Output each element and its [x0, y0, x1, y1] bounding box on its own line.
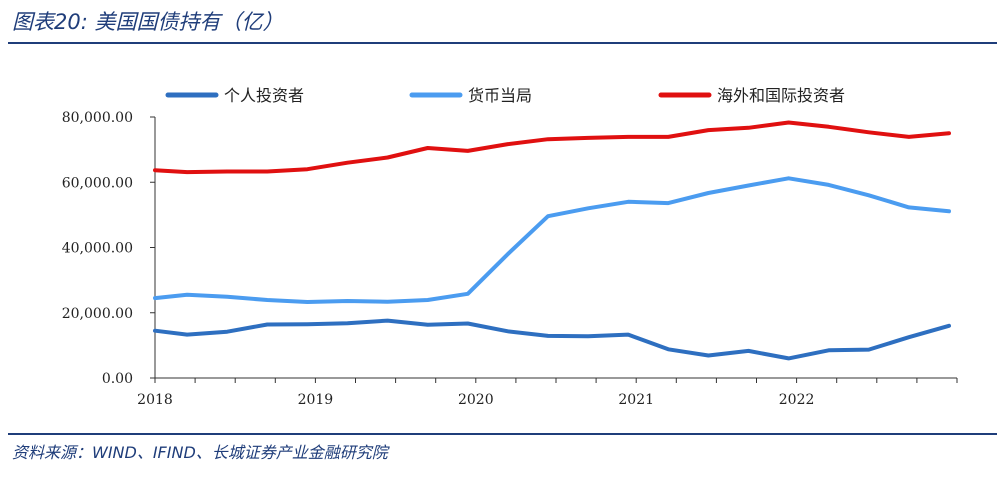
chart-axes: 0.00 20,000.00 40,000.00 60,000.00 80,000.00…	[62, 110, 958, 408]
series-layer	[153, 120, 951, 361]
y-tick-label: 40,000.00	[62, 241, 133, 257]
y-tick-label: 0.00	[102, 371, 133, 387]
x-tick-label: 2018	[137, 392, 173, 408]
x-tick-label: 2021	[618, 392, 654, 408]
legend: 个人投资者 货币当局 海外和国际投资者	[165, 86, 845, 105]
legend-label: 个人投资者	[224, 86, 304, 105]
source-note: 资料来源：WIND、IFIND、长城证券产业金融研究院	[12, 443, 388, 462]
legend-label: 海外和国际投资者	[717, 86, 845, 105]
series-line-1	[153, 318, 951, 361]
y-tick-label: 80,000.00	[62, 110, 133, 126]
legend-label: 货币当局	[468, 86, 532, 105]
y-tick-label: 60,000.00	[62, 175, 133, 191]
x-tick-label: 2019	[298, 392, 334, 408]
header-rule	[8, 42, 997, 44]
x-tick-label: 2022	[779, 392, 815, 408]
footer-rule	[8, 433, 997, 435]
chart-title: 图表20: 美国国债持有（亿）	[12, 10, 284, 34]
y-tick-label: 20,000.00	[62, 306, 133, 322]
series-line-3	[153, 120, 951, 175]
x-tick-label: 2020	[458, 392, 494, 408]
series-line-2	[153, 176, 951, 304]
